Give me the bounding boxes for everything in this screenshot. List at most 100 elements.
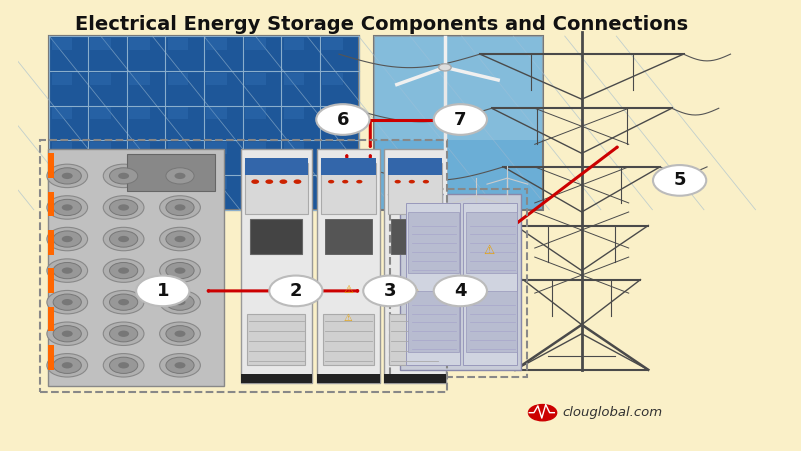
Circle shape — [342, 180, 348, 184]
Circle shape — [103, 196, 144, 219]
FancyBboxPatch shape — [374, 36, 542, 210]
Circle shape — [47, 322, 87, 345]
Text: 7: 7 — [454, 110, 467, 129]
Circle shape — [316, 104, 369, 135]
FancyBboxPatch shape — [284, 38, 304, 50]
Circle shape — [103, 227, 144, 251]
FancyBboxPatch shape — [406, 203, 460, 365]
Circle shape — [53, 262, 82, 279]
FancyBboxPatch shape — [463, 203, 517, 365]
Circle shape — [103, 164, 144, 188]
FancyBboxPatch shape — [48, 307, 54, 331]
FancyBboxPatch shape — [245, 107, 266, 120]
Circle shape — [395, 180, 400, 184]
Circle shape — [433, 104, 487, 135]
Text: ⚠: ⚠ — [344, 313, 352, 322]
Circle shape — [62, 331, 73, 337]
FancyBboxPatch shape — [129, 73, 150, 85]
Text: 1: 1 — [156, 282, 169, 300]
Circle shape — [166, 231, 194, 247]
Circle shape — [110, 199, 138, 216]
FancyBboxPatch shape — [48, 149, 223, 386]
Circle shape — [175, 236, 186, 242]
Circle shape — [47, 227, 87, 251]
FancyBboxPatch shape — [245, 142, 266, 154]
Text: 6: 6 — [336, 110, 349, 129]
FancyBboxPatch shape — [325, 219, 372, 254]
Circle shape — [136, 276, 189, 306]
Circle shape — [252, 179, 259, 184]
FancyBboxPatch shape — [284, 73, 304, 85]
FancyBboxPatch shape — [48, 153, 54, 178]
Circle shape — [53, 231, 82, 247]
Circle shape — [159, 259, 200, 282]
FancyBboxPatch shape — [129, 38, 150, 50]
Text: ⚠: ⚠ — [344, 285, 353, 295]
Text: Electrical Energy Storage Components and Connections: Electrical Energy Storage Components and… — [75, 15, 689, 34]
FancyBboxPatch shape — [167, 38, 188, 50]
Circle shape — [110, 357, 138, 373]
FancyBboxPatch shape — [206, 177, 227, 189]
FancyBboxPatch shape — [245, 38, 266, 50]
FancyBboxPatch shape — [127, 153, 215, 191]
Circle shape — [118, 267, 129, 274]
Circle shape — [423, 180, 429, 184]
FancyBboxPatch shape — [241, 374, 312, 383]
FancyBboxPatch shape — [49, 36, 359, 210]
Circle shape — [439, 64, 451, 71]
Circle shape — [159, 322, 200, 345]
Circle shape — [62, 204, 73, 211]
Circle shape — [175, 331, 186, 337]
FancyBboxPatch shape — [322, 142, 343, 154]
FancyBboxPatch shape — [245, 163, 308, 215]
Text: clouglobal.com: clouglobal.com — [562, 406, 662, 419]
Text: 5: 5 — [674, 171, 686, 189]
FancyBboxPatch shape — [51, 142, 72, 154]
FancyBboxPatch shape — [91, 38, 111, 50]
FancyBboxPatch shape — [51, 107, 72, 120]
FancyBboxPatch shape — [248, 314, 305, 365]
Circle shape — [159, 164, 200, 188]
Circle shape — [269, 276, 323, 306]
Circle shape — [166, 357, 194, 373]
Circle shape — [166, 199, 194, 216]
Circle shape — [103, 290, 144, 314]
FancyBboxPatch shape — [48, 268, 54, 293]
Circle shape — [653, 165, 706, 196]
Circle shape — [166, 262, 194, 279]
Circle shape — [159, 227, 200, 251]
FancyBboxPatch shape — [91, 73, 111, 85]
Circle shape — [175, 267, 186, 274]
FancyBboxPatch shape — [91, 107, 111, 120]
FancyBboxPatch shape — [241, 149, 312, 383]
Circle shape — [118, 331, 129, 337]
Circle shape — [433, 276, 487, 306]
Circle shape — [47, 259, 87, 282]
FancyBboxPatch shape — [167, 107, 188, 120]
Circle shape — [118, 362, 129, 368]
Circle shape — [265, 179, 273, 184]
FancyBboxPatch shape — [129, 142, 150, 154]
Circle shape — [175, 362, 186, 368]
Circle shape — [62, 299, 73, 305]
Text: 4: 4 — [454, 282, 467, 300]
FancyBboxPatch shape — [466, 212, 517, 273]
Circle shape — [47, 354, 87, 377]
FancyBboxPatch shape — [317, 374, 380, 383]
Circle shape — [118, 204, 129, 211]
Text: 2: 2 — [290, 282, 302, 300]
FancyBboxPatch shape — [384, 374, 446, 383]
FancyBboxPatch shape — [384, 149, 446, 383]
Circle shape — [409, 180, 415, 184]
Circle shape — [53, 357, 82, 373]
Circle shape — [166, 168, 194, 184]
FancyBboxPatch shape — [323, 314, 374, 365]
FancyBboxPatch shape — [388, 158, 442, 175]
FancyBboxPatch shape — [284, 177, 304, 189]
Circle shape — [529, 405, 557, 421]
FancyBboxPatch shape — [322, 177, 343, 189]
Circle shape — [53, 326, 82, 342]
Circle shape — [110, 294, 138, 310]
Text: ⚠: ⚠ — [411, 313, 419, 322]
Circle shape — [159, 354, 200, 377]
